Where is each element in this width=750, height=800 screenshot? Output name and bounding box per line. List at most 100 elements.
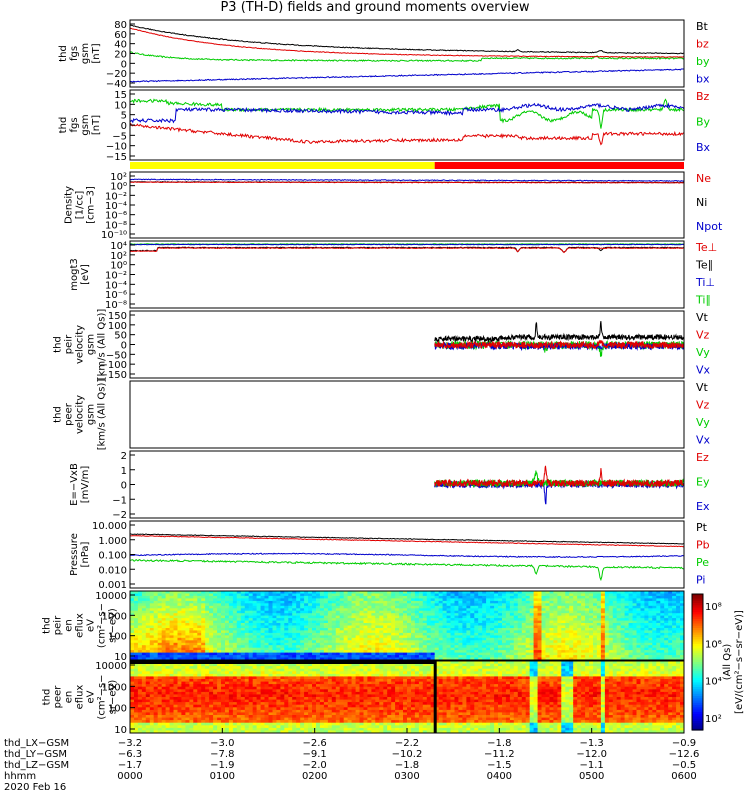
y-tick-label: 10⁴ [110, 241, 127, 252]
mode-bar-slow-survey [130, 162, 435, 169]
y-axis-label: Density [1/cc] [cm−3] [64, 186, 97, 224]
y-axis-label: thd fgs gsm [nT] [58, 43, 102, 64]
series-Ne [130, 181, 684, 184]
colorbar-cell [692, 671, 703, 674]
y-axis-label-line: gsm [86, 404, 97, 425]
y-tick-label: 10⁻⁸ [105, 220, 127, 231]
mode-bar-fast-survey [434, 162, 684, 169]
y-axis-label-line: E=−VxB [69, 463, 80, 506]
y-axis-label-line: [nT] [91, 115, 102, 135]
colorbar-cell [692, 668, 703, 672]
y-tick-label: −50 [106, 350, 127, 361]
legend-Vt: Vt [696, 381, 709, 394]
y-tick-label: 100 [108, 704, 127, 715]
x-axis-value: −2.0 [303, 760, 327, 771]
colorbar-cell [692, 618, 703, 622]
y-tick-label: 10⁻⁶ [105, 290, 127, 301]
y-axis-label-line: [nT] [91, 43, 102, 63]
colorbar-cell [692, 725, 703, 729]
x-axis-value: −6.3 [118, 749, 142, 760]
legend-bz: bz [696, 37, 709, 50]
y-axis-label-line: en [64, 619, 75, 632]
x-axis-value: −1.3 [580, 738, 604, 749]
colorbar-cell [692, 632, 703, 636]
electron-spectrogram [130, 661, 684, 733]
legend-Bz: Bz [696, 90, 710, 103]
colorbar-cell [692, 686, 703, 690]
colorbar-cell [692, 689, 703, 693]
y-axis-label-line: sr−eV) [108, 608, 119, 643]
x-axis-value: −1.9 [210, 760, 234, 771]
colorbar-cell [692, 673, 703, 677]
y-tick-label: 100 [108, 321, 127, 332]
x-axis-value: −0.5 [672, 760, 696, 771]
colorbar-tick-label: 10⁴ [705, 677, 722, 688]
colorbar-cell [692, 650, 703, 654]
series-Bz [130, 122, 684, 146]
colorbar-cell [692, 594, 703, 597]
x-axis-value: −3.0 [210, 738, 234, 749]
series-Ez [434, 465, 684, 489]
panel-frame-1 [129, 89, 685, 161]
y-axis-label-line: gsm [86, 334, 97, 355]
colorbar-cell [692, 696, 703, 699]
page-title: P3 (TH-D) fields and ground moments over… [220, 0, 530, 15]
colorbar-cell [692, 657, 703, 661]
y-axis-label-line: [1/cc] [75, 191, 86, 220]
colorbar-cell [692, 714, 703, 717]
y-tick-label: 0 [121, 59, 127, 70]
colorbar-cell [692, 684, 703, 688]
colorbar-cell [692, 596, 703, 600]
series-bz [130, 27, 684, 58]
y-axis-label: Pressure [nPa] [69, 533, 91, 576]
legend-Ey: Ey [696, 475, 710, 488]
colorbar-cell [692, 607, 703, 611]
x-axis-value: 0300 [394, 771, 419, 782]
x-axis-value: −2.2 [395, 738, 419, 749]
x-axis-value: −1.8 [487, 738, 511, 749]
colorbar-cell [692, 652, 703, 656]
colorbar-cell [692, 691, 703, 695]
y-tick-label: 10⁰ [110, 182, 127, 193]
colorbar-cell [692, 625, 703, 629]
colorbar-cell [692, 628, 703, 631]
colorbar-cell [692, 637, 703, 640]
x-axis-value: −12.6 [669, 749, 700, 760]
y-axis-label: thd peer velocity gsm [km/s (All Qs)] [53, 379, 108, 451]
colorbar-cell [692, 641, 703, 645]
colorbar-cell [692, 598, 703, 602]
legend-Vz: Vz [696, 398, 710, 411]
legend-Vy: Vy [696, 346, 710, 359]
y-tick-label: 10⁻⁴ [105, 280, 127, 291]
colorbar-cell [692, 655, 703, 659]
y-axis-label-line: thd [42, 617, 53, 634]
y-tick-label: −2 [112, 510, 127, 521]
y-axis-label-line: [mV/m] [80, 466, 91, 504]
y-tick-label: −20 [106, 69, 127, 80]
legend-Te⊥: Te⊥ [695, 241, 717, 254]
colorbar-cell [692, 711, 703, 715]
y-tick-label: 150 [108, 311, 127, 322]
legend-Vy: Vy [696, 416, 710, 429]
y-axis-label-line: fgs [69, 117, 80, 132]
colorbar-sublabel: (All Qs) [722, 644, 733, 681]
colorbar-cell [692, 612, 703, 615]
y-axis-label-line: en [64, 691, 75, 704]
y-axis-label-line: peer [64, 402, 75, 426]
y-tick-label: −100 [100, 360, 127, 371]
y-axis-label-line: gsm [80, 114, 91, 135]
x-axis-value: 0600 [671, 771, 696, 782]
y-tick-label: 2 [121, 451, 127, 462]
x-axis-value: −1.7 [118, 760, 142, 771]
colorbar-cell [692, 659, 703, 663]
series-by [130, 51, 684, 63]
x-axis-row-label: thd_LY−GSM [4, 749, 67, 760]
y-axis-label-line: peir [53, 615, 64, 635]
y-axis-label-line: velocity [75, 325, 86, 364]
colorbar-cell [692, 614, 703, 618]
y-axis-label-line: [km/s (All Qs)] [97, 379, 108, 451]
y-axis-label-line: eV [86, 619, 97, 632]
y-axis-label-line: eflux [75, 685, 86, 710]
y-tick-label: 1000 [102, 611, 127, 622]
